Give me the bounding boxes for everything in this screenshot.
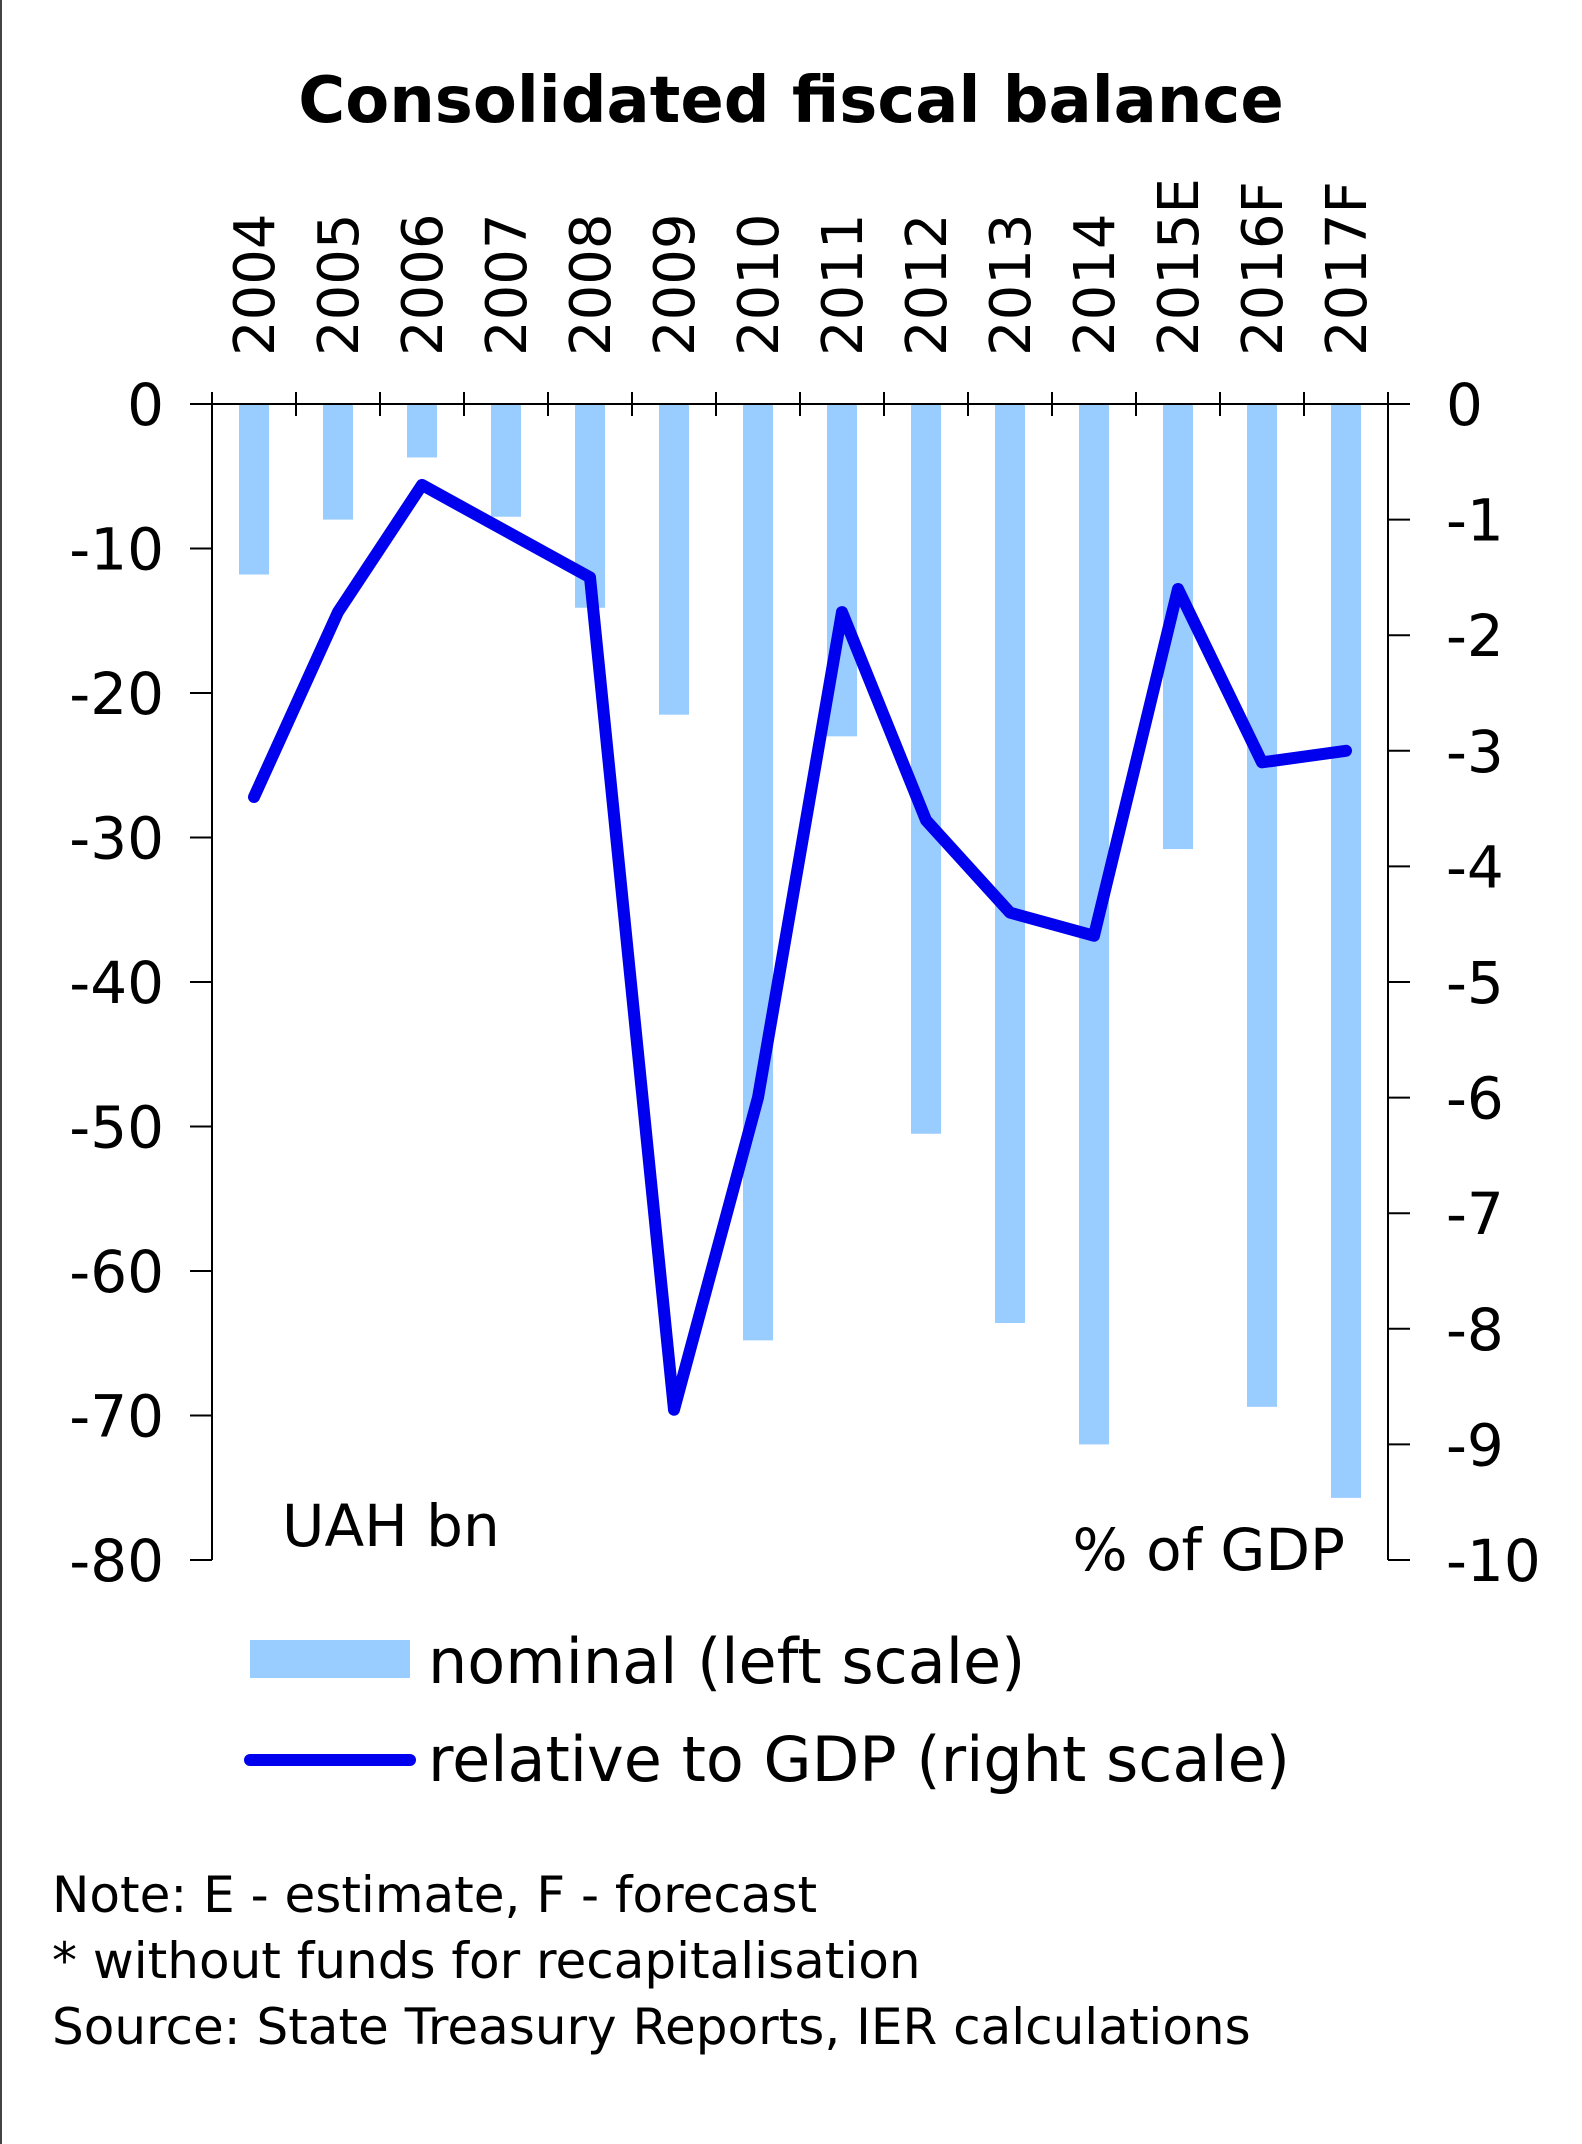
legend-label-relative-to-gdp: relative to GDP (right scale) <box>428 1723 1290 1796</box>
notes-block: Note: E - estimate, F - forecast * witho… <box>52 1866 1251 2056</box>
note-source: Source: State Treasury Reports, IER calc… <box>52 1998 1251 2056</box>
left-tick-label: -70 <box>69 1383 164 1451</box>
category-labels: 2004 2005 2006 2007 2008 2009 2010 2011 2012 2013… <box>223 178 1380 356</box>
bar-2016F <box>1247 404 1277 1407</box>
bar-2013 <box>995 404 1025 1324</box>
line-layer <box>248 478 1352 1416</box>
category-label-2011: 2011 <box>811 213 876 356</box>
left-tick-label: -40 <box>69 949 164 1017</box>
right-tick-label: -4 <box>1446 833 1504 901</box>
note-recapitalisation: * without funds for recapitalisation <box>52 1932 921 1990</box>
right-tick-label: -2 <box>1446 602 1504 670</box>
right-tick-label: -8 <box>1446 1296 1504 1364</box>
bar-2010 <box>743 404 773 1341</box>
category-label-2013: 2013 <box>979 213 1044 356</box>
legend-swatch-nominal <box>250 1640 410 1678</box>
axes-layer <box>190 392 1410 1561</box>
bar-2009 <box>659 404 689 715</box>
right-tick-label: -5 <box>1446 949 1504 1017</box>
right-tick-label: -7 <box>1446 1180 1504 1248</box>
category-label-2010: 2010 <box>727 213 792 356</box>
right-tick-label: -9 <box>1446 1411 1504 1479</box>
category-label-2004: 2004 <box>223 213 288 356</box>
left-tick-label: -80 <box>69 1527 164 1595</box>
category-label-2014: 2014 <box>1063 213 1128 356</box>
category-label-2012: 2012 <box>895 213 960 356</box>
category-label-2009: 2009 <box>643 213 708 356</box>
bar-2017F <box>1331 404 1361 1498</box>
right-tick-label: -3 <box>1446 718 1504 786</box>
legend: nominal (left scale) relative to GDP (ri… <box>244 1625 1290 1796</box>
category-label-2006: 2006 <box>391 213 456 356</box>
right-tick-label: -10 <box>1446 1527 1541 1595</box>
left-tick-label: -20 <box>69 660 164 728</box>
legend-label-nominal: nominal (left scale) <box>428 1625 1025 1698</box>
right-axis-tick-labels: 0 -1 -2 -3 -4 -5 -6 -7 -8 -9 -10 <box>1446 371 1541 1595</box>
note-estimate-forecast: Note: E - estimate, F - forecast <box>52 1866 817 1924</box>
chart-title: Consolidated fiscal balance <box>298 64 1283 138</box>
bar-2004 <box>239 404 269 575</box>
bar-2006 <box>407 404 437 458</box>
right-axis-unit-label: % of GDP <box>1073 1516 1345 1584</box>
category-label-2007: 2007 <box>475 213 540 356</box>
left-tick-label: -50 <box>69 1094 164 1162</box>
category-label-2005: 2005 <box>307 213 372 356</box>
left-tick-label: -10 <box>69 516 164 584</box>
left-tick-label: 0 <box>127 371 164 439</box>
left-axis-unit-label: UAH bn <box>282 1492 500 1560</box>
left-tick-label: -60 <box>69 1238 164 1306</box>
left-tick-label: -30 <box>69 805 164 873</box>
category-label-2017F: 2017F <box>1315 181 1380 356</box>
line-relative-to-gdp <box>248 478 1352 1416</box>
bar-2005 <box>323 404 353 520</box>
category-label-2016F: 2016F <box>1231 181 1296 356</box>
left-axis-tick-labels: 0 -10 -20 -30 -40 -50 -60 -70 -80 <box>69 371 164 1595</box>
bar-2007 <box>491 404 521 517</box>
bar-2012 <box>911 404 941 1134</box>
page-left-border <box>0 0 2 2144</box>
right-tick-label: 0 <box>1446 371 1483 439</box>
right-tick-label: -6 <box>1446 1065 1504 1133</box>
category-label-2015E: 2015E <box>1147 178 1212 356</box>
category-label-2008: 2008 <box>559 213 624 356</box>
bars-layer <box>239 404 1361 1498</box>
right-tick-label: -1 <box>1446 487 1504 555</box>
